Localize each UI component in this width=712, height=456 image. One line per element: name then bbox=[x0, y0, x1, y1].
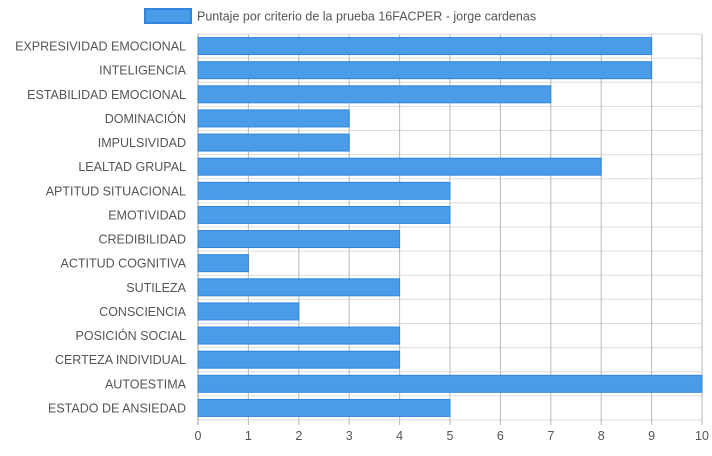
y-axis-label: EXPRESIVIDAD EMOCIONAL bbox=[15, 40, 186, 54]
y-axis-label: ESTABILIDAD EMOCIONAL bbox=[27, 88, 186, 102]
y-axis-label: POSICIÓN SOCIAL bbox=[76, 328, 186, 343]
bar-4 bbox=[197, 133, 350, 152]
y-axis-label: ACTITUD COGNITIVA bbox=[61, 257, 187, 271]
x-axis-labels: 0 1 2 3 4 5 6 7 8 9 10 bbox=[195, 429, 709, 443]
x-axis-tick-label: 1 bbox=[245, 429, 252, 443]
legend-swatch bbox=[144, 8, 192, 24]
x-axis-tick-label: 0 bbox=[195, 429, 202, 443]
bar-2 bbox=[197, 85, 552, 104]
bar-14 bbox=[197, 374, 703, 393]
bar-0 bbox=[197, 37, 653, 56]
x-axis-tick-label: 9 bbox=[648, 429, 655, 443]
x-axis-tick-label: 4 bbox=[396, 429, 403, 443]
x-axis-tick-label: 7 bbox=[547, 429, 554, 443]
y-axis-label: IMPULSIVIDAD bbox=[98, 136, 186, 150]
x-axis-tick-label: 2 bbox=[295, 429, 302, 443]
bars bbox=[197, 37, 703, 417]
x-axis-tick-label: 6 bbox=[497, 429, 504, 443]
bar-12 bbox=[197, 326, 401, 345]
bar-5 bbox=[197, 157, 602, 176]
y-axis-label: ESTADO DE ANSIEDAD bbox=[48, 401, 186, 415]
bar-6 bbox=[197, 181, 451, 200]
bar-15 bbox=[197, 398, 451, 417]
y-axis-label: CONSCIENCIA bbox=[99, 305, 186, 319]
y-axis-label: INTELIGENCIA bbox=[99, 64, 186, 78]
y-axis-label: CERTEZA INDIVIDUAL bbox=[55, 353, 186, 367]
bar-11 bbox=[197, 302, 300, 321]
x-axis-tick-label: 3 bbox=[346, 429, 353, 443]
y-axis-label: CREDIBILIDAD bbox=[98, 233, 186, 247]
y-axis-label: APTITUD SITUACIONAL bbox=[46, 184, 186, 198]
y-axis-label: SUTILEZA bbox=[126, 281, 186, 295]
x-axis-tick-label: 10 bbox=[695, 429, 709, 443]
bar-3 bbox=[197, 109, 350, 128]
bar-1 bbox=[197, 61, 653, 80]
bar-9 bbox=[197, 254, 249, 273]
y-axis-labels: EXPRESIVIDAD EMOCIONAL INTELIGENCIA ESTABI… bbox=[15, 40, 187, 416]
legend[interactable]: Puntaje por criterio de la prueba 16FACP… bbox=[144, 8, 536, 24]
x-axis-tick-label: 5 bbox=[447, 429, 454, 443]
y-axis-label: DOMINACIÓN bbox=[105, 111, 186, 126]
y-axis-label: LEALTAD GRUPAL bbox=[78, 160, 186, 174]
y-axis-label: AUTOESTIMA bbox=[105, 377, 187, 391]
bar-10 bbox=[197, 278, 401, 297]
grid bbox=[197, 33, 703, 425]
y-axis-label: EMOTIVIDAD bbox=[108, 208, 186, 222]
legend-label: Puntaje por criterio de la prueba 16FACP… bbox=[197, 10, 536, 24]
bar-8 bbox=[197, 230, 401, 249]
bar-13 bbox=[197, 350, 401, 369]
bar-7 bbox=[197, 205, 451, 224]
x-axis-tick-label: 8 bbox=[598, 429, 605, 443]
